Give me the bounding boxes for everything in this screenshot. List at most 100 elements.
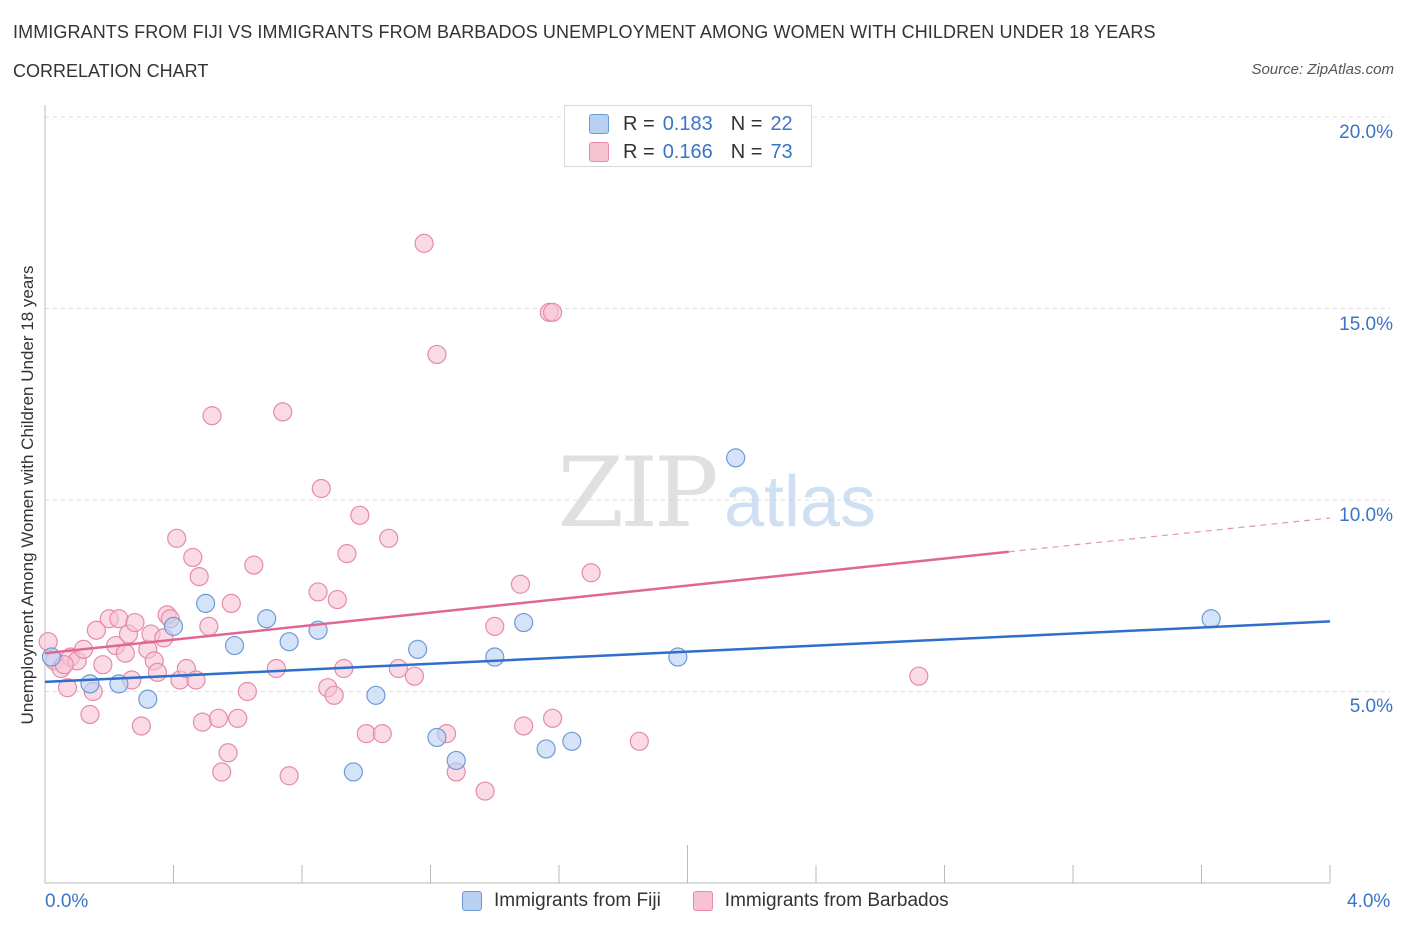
data-point-barbados xyxy=(279,766,299,786)
data-point-barbados xyxy=(125,612,145,633)
y-axis-title: Unemployment Among Women with Children U… xyxy=(18,265,37,725)
data-point-barbados xyxy=(510,574,531,594)
legend-item-fiji: Immigrants from Fiji xyxy=(462,890,661,912)
legend-r-value-fiji: 0.183 xyxy=(662,112,713,135)
data-point-barbados xyxy=(629,731,649,751)
trendline-barbados-extension xyxy=(1008,517,1331,553)
trend-lines xyxy=(44,517,1331,684)
data-point-barbados xyxy=(80,704,100,725)
data-point-barbados xyxy=(199,616,219,636)
legend-swatch-barbados xyxy=(589,142,609,162)
legend-n-value-fiji: 22 xyxy=(770,112,793,135)
data-point-fiji xyxy=(138,689,158,709)
watermark-atlas: atlas xyxy=(724,462,876,542)
data-point-barbados xyxy=(514,716,534,736)
trendline-barbados xyxy=(44,550,1009,655)
data-point-barbados xyxy=(218,743,238,763)
y-tick-label-15: 15.0% xyxy=(1339,314,1393,335)
data-point-barbados xyxy=(93,655,113,675)
data-point-barbados xyxy=(356,724,376,744)
legend-label-barbados: Immigrants from Barbados xyxy=(724,890,949,911)
data-point-barbados xyxy=(86,620,107,640)
legend-label-fiji: Immigrants from Fiji xyxy=(494,890,661,911)
data-point-fiji xyxy=(726,448,746,468)
data-point-fiji xyxy=(408,639,428,659)
data-point-fiji xyxy=(485,647,505,667)
data-point-barbados xyxy=(208,708,229,728)
data-point-barbados xyxy=(337,544,357,564)
legend-swatch-fiji xyxy=(462,891,482,911)
data-point-fiji xyxy=(80,674,100,694)
data-point-fiji xyxy=(224,635,245,656)
legend-n-value-barbados: 73 xyxy=(770,140,793,163)
data-point-barbados xyxy=(427,344,447,365)
legend-r-label: R = xyxy=(623,112,655,135)
data-point-barbados xyxy=(311,478,331,499)
legend-swatch-barbados xyxy=(692,891,713,911)
data-point-barbados xyxy=(228,708,248,728)
data-point-barbados xyxy=(388,658,408,679)
data-point-fiji xyxy=(343,762,363,782)
data-point-barbados xyxy=(350,505,370,525)
data-point-fiji xyxy=(366,685,386,705)
axes xyxy=(44,105,1331,884)
data-point-barbados xyxy=(379,528,399,548)
data-point-barbados xyxy=(131,716,151,736)
data-point-barbados xyxy=(485,616,505,636)
data-point-fiji xyxy=(446,750,466,771)
y-tick-label-5: 5.0% xyxy=(1349,696,1393,717)
data-point-barbados xyxy=(308,582,328,602)
data-point-barbados xyxy=(475,781,495,801)
data-point-barbados xyxy=(212,762,232,782)
x-tick-label-min: 0.0% xyxy=(45,891,89,912)
y-tick-label-10: 10.0% xyxy=(1339,505,1393,526)
data-point-barbados xyxy=(202,406,222,426)
data-point-barbados xyxy=(909,666,929,686)
data-point-fiji xyxy=(1201,609,1221,629)
legend-n-label: N = xyxy=(730,112,763,135)
data-point-fiji xyxy=(427,727,447,748)
data-point-barbados xyxy=(147,662,168,682)
data-point-barbados xyxy=(372,724,392,744)
legend-item-barbados: Immigrants from Barbados xyxy=(692,890,949,912)
data-point-barbados xyxy=(237,681,257,702)
source-credit: Source: ZipAtlas.com xyxy=(1251,61,1394,78)
data-point-barbados xyxy=(192,712,213,732)
legend-swatch-fiji xyxy=(589,114,609,134)
trendline-fiji xyxy=(44,620,1331,684)
legend-r-value-barbados: 0.166 xyxy=(662,140,713,163)
data-point-fiji xyxy=(257,609,277,629)
data-point-fiji xyxy=(514,612,534,633)
data-point-fiji xyxy=(536,739,556,759)
x-tick-label-max: 4.0% xyxy=(1347,891,1391,912)
data-point-barbados xyxy=(183,547,203,568)
data-point-barbados xyxy=(266,658,286,679)
data-point-barbados xyxy=(221,593,241,614)
watermark-zip: ZIP xyxy=(557,437,716,549)
data-point-barbados xyxy=(57,678,78,698)
data-point-fiji xyxy=(196,593,216,614)
data-point-barbados xyxy=(189,566,209,587)
data-point-fiji xyxy=(562,731,582,751)
chart-title: IMMIGRANTS FROM FIJI VS IMMIGRANTS FROM … xyxy=(13,22,1156,42)
y-tick-label-20: 20.0% xyxy=(1339,122,1393,143)
watermark: ZIP atlas xyxy=(557,437,876,549)
legend-n-label: N = xyxy=(730,140,763,163)
data-point-barbados xyxy=(542,302,563,322)
chart-subtitle: CORRELATION CHART xyxy=(13,61,209,81)
data-point-barbados xyxy=(109,609,129,629)
data-point-barbados xyxy=(244,555,264,575)
data-point-barbados xyxy=(115,643,135,663)
data-point-barbados xyxy=(581,563,601,583)
legend-row-barbados: R = 0.166 N = 73 xyxy=(589,140,793,164)
data-point-fiji xyxy=(163,616,184,636)
data-point-barbados xyxy=(324,685,344,705)
data-point-fiji xyxy=(279,632,299,652)
data-point-barbados xyxy=(167,528,187,548)
data-point-barbados xyxy=(327,589,347,610)
data-point-barbados xyxy=(542,708,563,728)
legend-row-fiji: R = 0.183 N = 22 xyxy=(589,112,793,136)
correlation-legend: R = 0.183 N = 22 R = 0.166 N = 73 xyxy=(564,105,812,167)
grid-lines xyxy=(45,116,1390,692)
